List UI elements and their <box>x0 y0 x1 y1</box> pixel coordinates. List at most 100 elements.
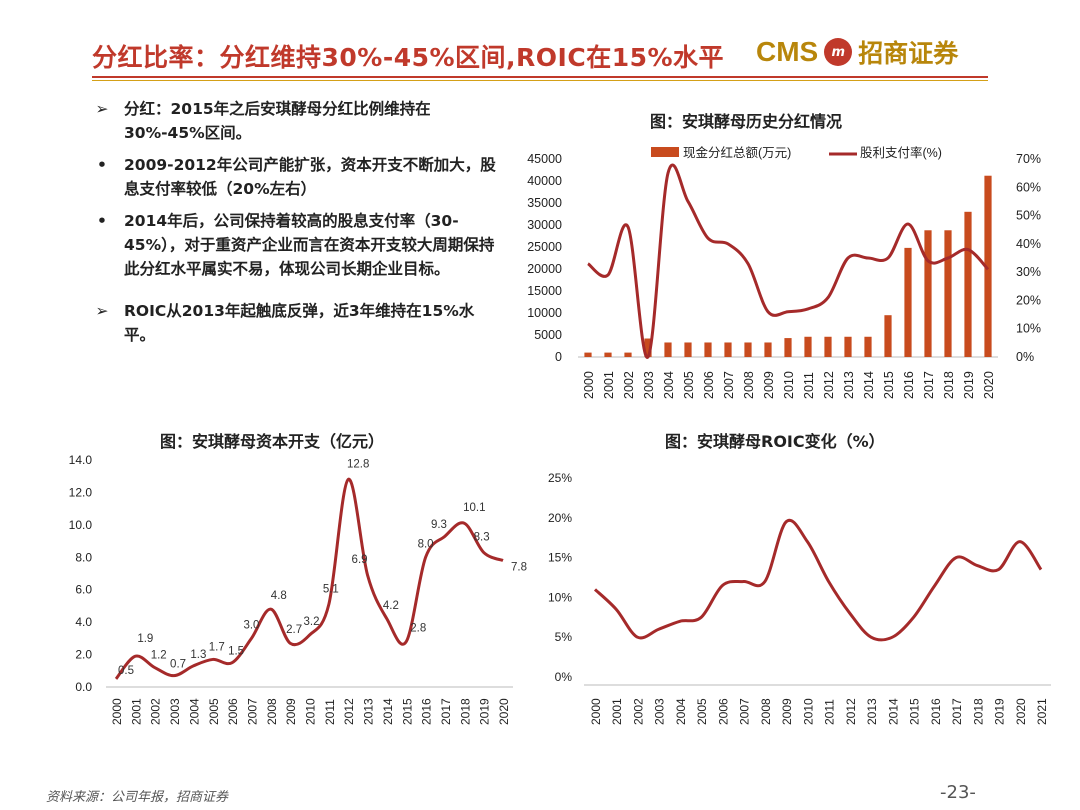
logo-mark-icon: m <box>824 38 853 66</box>
dividend-bar <box>604 352 612 357</box>
roic-x-tick-label: 2018 <box>971 698 985 725</box>
dividend-bar <box>724 342 732 357</box>
y-axis-left-tick-label: 0 <box>555 350 562 364</box>
roic-x-tick-label: 2019 <box>993 698 1007 725</box>
y-axis-right-tick-label: 60% <box>1016 180 1041 194</box>
x-axis-tick-label: 2012 <box>822 371 836 399</box>
capex-data-label: 8.3 <box>474 531 490 543</box>
roic-x-tick-label: 2004 <box>674 698 688 725</box>
roic-y-tick-label: 25% <box>548 471 572 485</box>
dividend-bar <box>764 342 772 357</box>
capex-x-tick-label: 2004 <box>187 698 201 725</box>
y-axis-left-tick-label: 45000 <box>527 152 562 166</box>
x-axis-tick-label: 2017 <box>922 371 936 399</box>
company-logo: CMS m 招商证券 <box>756 34 958 70</box>
capex-x-tick-label: 2001 <box>129 698 143 725</box>
capex-x-tick-label: 2015 <box>400 698 414 725</box>
roic-y-tick-label: 5% <box>555 630 573 644</box>
y-axis-right-tick-label: 50% <box>1016 209 1041 223</box>
x-axis-tick-label: 2016 <box>902 371 916 399</box>
x-axis-tick-label: 2010 <box>782 371 796 399</box>
x-axis-tick-label: 2018 <box>942 371 956 399</box>
roic-y-tick-label: 15% <box>548 551 572 565</box>
roic-x-tick-label: 2017 <box>950 698 964 725</box>
roic-x-tick-label: 2000 <box>589 698 603 725</box>
roic-x-tick-label: 2012 <box>844 698 858 725</box>
capex-x-tick-label: 2012 <box>342 698 356 725</box>
y-axis-left-tick-label: 30000 <box>527 218 562 232</box>
capex-x-tick-label: 2019 <box>478 698 492 725</box>
dividend-bar <box>784 338 792 357</box>
bullet-text: 2014年后，公司保持着较高的股息支付率（30-45%），对于重资产企业而言在资… <box>124 212 495 278</box>
capex-x-tick-label: 2018 <box>458 698 472 725</box>
y-axis-left-tick-label: 35000 <box>527 196 562 210</box>
dividend-bar <box>744 342 752 357</box>
capex-data-label: 3.2 <box>304 616 320 628</box>
capex-y-tick-label: 10.0 <box>69 518 93 532</box>
header-divider <box>92 76 988 78</box>
y-axis-right-tick-label: 0% <box>1016 350 1034 364</box>
legend-bar-label: 现金分红总额(万元) <box>683 145 791 160</box>
y-axis-right-tick-label: 30% <box>1016 265 1041 279</box>
logo-company-name: 招商证券 <box>858 39 959 68</box>
capex-y-tick-label: 4.0 <box>75 615 92 629</box>
x-axis-tick-label: 2015 <box>882 371 896 399</box>
capex-y-tick-label: 14.0 <box>69 453 93 467</box>
x-axis-tick-label: 2005 <box>682 371 696 399</box>
dividend-bar <box>644 338 652 357</box>
roic-y-tick-label: 20% <box>548 511 572 525</box>
capex-data-label: 1.7 <box>209 641 225 653</box>
logo-cms-text: CMS <box>756 36 819 67</box>
dividend-bar <box>984 175 992 357</box>
capex-x-tick-label: 2010 <box>304 698 318 725</box>
page-title: 分红比率：分红维持30%-45%区间,ROIC在15%水平 <box>92 43 725 72</box>
capex-x-tick-label: 2005 <box>207 698 221 725</box>
capex-data-label: 1.3 <box>190 649 206 661</box>
y-axis-right-tick-label: 40% <box>1016 237 1041 251</box>
capex-x-tick-label: 2000 <box>110 698 124 725</box>
legend-bar-swatch <box>651 147 679 157</box>
roic-x-tick-label: 2006 <box>716 698 730 725</box>
bullet-item: • 2009-2012年公司产能扩张，资本开支不断加大，股息支付率较低（20%左… <box>92 153 502 201</box>
x-axis-tick-label: 2013 <box>842 371 856 399</box>
y-axis-left-tick-label: 15000 <box>527 284 562 298</box>
roic-x-tick-label: 2021 <box>1035 698 1049 725</box>
x-axis-tick-label: 2019 <box>962 371 976 399</box>
capex-y-tick-label: 8.0 <box>75 550 92 564</box>
x-axis-tick-label: 2007 <box>722 371 736 399</box>
roic-line <box>593 518 1043 642</box>
capex-data-label: 7.8 <box>511 562 527 574</box>
roic-x-tick-label: 2008 <box>759 698 773 725</box>
capex-x-tick-label: 2017 <box>439 698 453 725</box>
roic-y-tick-label: 10% <box>548 590 572 604</box>
dot-bullet-icon: • <box>97 156 107 174</box>
capex-data-label: 12.8 <box>347 458 369 470</box>
roic-x-tick-label: 2011 <box>823 699 837 725</box>
y-axis-left-tick-label: 40000 <box>527 174 562 188</box>
dividend-bar <box>884 315 892 357</box>
x-axis-tick-label: 2009 <box>762 371 776 399</box>
capex-y-tick-label: 6.0 <box>75 583 92 597</box>
roic-x-tick-label: 2005 <box>695 698 709 725</box>
y-axis-right-tick-label: 10% <box>1016 322 1041 336</box>
capex-x-tick-label: 2009 <box>284 698 298 725</box>
dividend-bar <box>804 336 812 357</box>
dividend-bar <box>924 230 932 357</box>
x-axis-tick-label: 2011 <box>802 372 816 399</box>
capex-data-label: 4.2 <box>383 600 399 612</box>
y-axis-left-tick-label: 25000 <box>527 240 562 254</box>
capex-x-tick-label: 2006 <box>226 698 240 725</box>
roic-x-tick-label: 2013 <box>865 698 879 725</box>
capex-data-label: 0.5 <box>118 665 134 677</box>
x-axis-tick-label: 2003 <box>642 371 656 399</box>
header-divider-gold <box>92 80 988 81</box>
capex-data-label: 8.0 <box>418 538 434 550</box>
y-axis-right-tick-label: 70% <box>1016 152 1041 166</box>
roic-x-tick-label: 2002 <box>631 698 645 725</box>
capex-line <box>114 477 504 680</box>
roic-x-tick-label: 2014 <box>886 698 900 725</box>
dividend-bar <box>904 247 912 357</box>
capex-y-tick-label: 2.0 <box>75 648 92 662</box>
roic-chart-title: 图：安琪酵母ROIC变化（%） <box>665 432 885 451</box>
y-axis-left-tick-label: 10000 <box>527 306 562 320</box>
